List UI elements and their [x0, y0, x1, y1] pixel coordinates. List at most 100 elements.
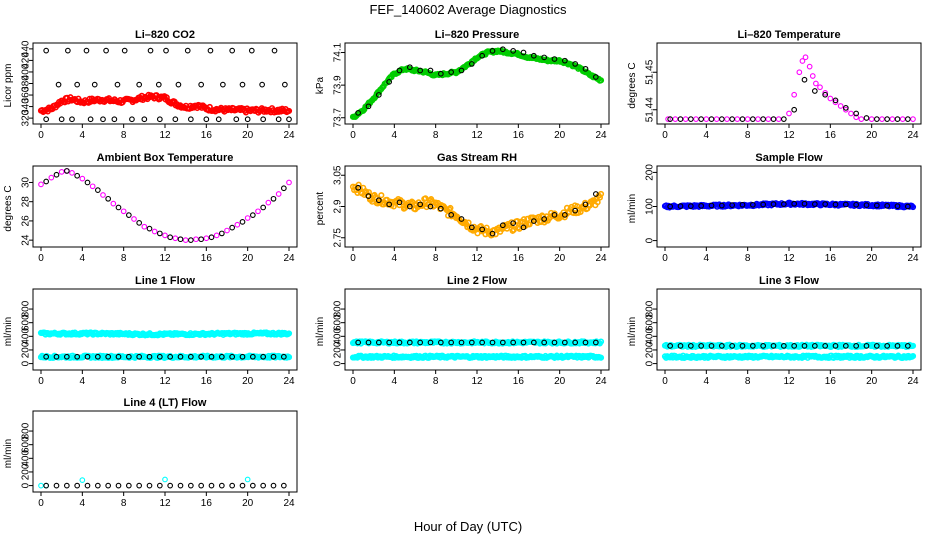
series-group	[38, 476, 287, 489]
x-tick-label: 12	[783, 130, 795, 141]
data-point	[447, 204, 454, 212]
data-point	[698, 343, 705, 349]
data-point	[708, 116, 715, 122]
data-point	[582, 201, 589, 208]
data-point	[458, 216, 465, 222]
x-tick-label: 16	[825, 130, 837, 141]
data-point	[541, 339, 548, 346]
x-tick-label: 0	[662, 376, 668, 387]
data-point	[858, 116, 865, 122]
x-tick-label: 4	[704, 376, 710, 387]
y-tick-label: 200	[645, 164, 656, 181]
x-tick-label: 20	[242, 253, 254, 264]
y-tick-label: 320	[21, 109, 32, 126]
data-point	[904, 343, 911, 349]
x-tick-label: 12	[471, 130, 483, 141]
y-tick-label: 600	[21, 436, 32, 453]
data-point	[770, 116, 777, 122]
data-point	[177, 482, 184, 489]
data-point	[708, 343, 715, 349]
y-axis-label: Licor ppm	[3, 64, 14, 108]
y-axis-label: ml/min	[3, 439, 14, 468]
panel-title: Gas Stream RH	[437, 152, 517, 164]
figure-xlabel: Hour of Day (UTC)	[414, 519, 522, 534]
x-tick-label: 0	[662, 130, 668, 141]
data-point	[74, 81, 81, 88]
data-point	[260, 353, 267, 360]
data-point	[791, 106, 798, 113]
data-point	[203, 235, 210, 242]
data-point	[239, 81, 246, 88]
data-point	[520, 216, 528, 223]
data-point	[229, 224, 236, 231]
data-point	[89, 183, 96, 190]
data-point	[718, 116, 725, 122]
data-point	[229, 47, 236, 54]
data-point	[365, 193, 372, 199]
y-tick-label: 0	[21, 482, 32, 488]
data-point	[755, 116, 761, 122]
x-tick-label: 20	[554, 376, 566, 387]
data-point	[667, 116, 674, 122]
data-point	[894, 343, 901, 349]
data-point	[233, 116, 240, 123]
data-point	[100, 192, 106, 198]
data-point	[280, 353, 287, 360]
data-point	[239, 353, 246, 360]
data-point	[572, 61, 579, 67]
data-point	[842, 343, 849, 349]
data-point	[672, 116, 679, 122]
data-point	[244, 215, 251, 221]
data-point	[780, 201, 787, 207]
y-axis-label: degrees C	[627, 62, 638, 108]
x-tick-label: 4	[392, 253, 398, 264]
y-tick-label: 600	[333, 314, 344, 331]
data-point	[811, 88, 818, 94]
data-point	[713, 116, 720, 122]
data-point	[177, 353, 184, 360]
data-point	[749, 201, 756, 208]
x-tick-label: 20	[866, 253, 878, 264]
data-point	[213, 232, 220, 239]
y-axis-label: ml/min	[627, 194, 638, 223]
data-point	[561, 57, 568, 64]
data-point	[105, 353, 112, 360]
x-tick-label: 4	[704, 253, 710, 264]
data-point	[38, 482, 44, 489]
data-point	[739, 201, 746, 208]
plot-frame	[32, 410, 298, 493]
data-point	[53, 171, 60, 178]
data-point	[698, 116, 705, 122]
data-point	[597, 77, 605, 84]
data-point	[167, 234, 174, 241]
data-point	[530, 339, 537, 346]
data-point	[520, 49, 527, 56]
data-point	[884, 116, 891, 122]
panel-title: Li–820 CO2	[135, 29, 195, 41]
data-point	[198, 236, 205, 243]
x-tick-label: 4	[80, 253, 86, 264]
data-point	[510, 339, 517, 346]
data-point	[198, 353, 205, 360]
y-tick-label: 200	[333, 341, 344, 358]
data-point	[43, 47, 50, 54]
data-point	[520, 224, 527, 231]
data-point	[53, 353, 60, 360]
data-point	[349, 183, 357, 190]
data-point	[285, 354, 293, 361]
data-point	[208, 234, 215, 241]
y-tick-label: 600	[645, 314, 656, 331]
data-point	[48, 174, 55, 181]
data-point	[703, 116, 710, 122]
data-point	[530, 52, 537, 59]
x-tick-label: 8	[121, 130, 127, 141]
data-point	[802, 54, 809, 61]
data-point	[375, 339, 382, 346]
y-tick-label: 800	[21, 422, 32, 439]
data-point	[94, 353, 101, 360]
data-point	[458, 67, 465, 74]
data-point	[879, 116, 885, 122]
data-point	[218, 482, 225, 489]
